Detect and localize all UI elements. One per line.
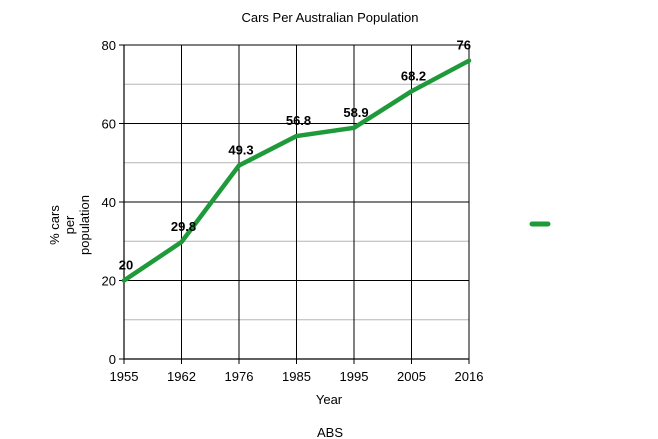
axes <box>123 45 469 360</box>
y-axis-label-line: population <box>77 195 92 255</box>
data-point <box>467 58 471 63</box>
x-tick-label: 2016 <box>455 369 484 384</box>
y-tick-label: 60 <box>102 117 116 132</box>
x-tick-label: 2005 <box>397 369 426 384</box>
y-tick-label: 80 <box>102 38 116 53</box>
data-label: 49.3 <box>228 142 253 157</box>
data-point <box>352 125 356 130</box>
data-label: 76 <box>457 38 471 53</box>
y-axis-label: % cars per population <box>47 195 92 255</box>
data-label: 56.8 <box>286 113 311 128</box>
x-tick-label: 1976 <box>225 369 254 384</box>
y-tick-label: 40 <box>102 195 116 210</box>
x-tick-label: 1955 <box>110 369 139 384</box>
y-axis-label-line: per <box>62 215 77 234</box>
data-point <box>294 134 299 139</box>
data-label: 29.8 <box>171 219 196 234</box>
x-axis-ticks: 1955 1962 1976 1985 1995 2005 2016 <box>110 369 484 384</box>
data-label: 58.9 <box>343 105 368 120</box>
series-group <box>121 58 472 283</box>
source-label: ABS <box>317 425 343 439</box>
data-point <box>179 240 184 245</box>
x-tick-label: 1985 <box>282 369 311 384</box>
data-point <box>237 163 241 168</box>
data-label: 20 <box>119 258 133 273</box>
y-axis-ticks: 0 20 40 60 80 <box>102 38 116 367</box>
gridlines <box>119 44 470 364</box>
y-axis-label-line: % cars <box>47 205 62 245</box>
x-axis-label: Year <box>316 392 343 407</box>
y-tick-label: 20 <box>102 274 116 289</box>
data-point <box>409 89 414 94</box>
data-label: 68.2 <box>401 68 426 83</box>
data-point <box>122 278 126 283</box>
data-labels: 20 29.8 49.3 56.8 58.9 68.2 76 <box>119 38 471 273</box>
chart-title: Cars Per Australian Population <box>241 10 418 25</box>
y-tick-label: 0 <box>109 352 116 367</box>
x-tick-label: 1962 <box>167 369 196 384</box>
x-tick-label: 1995 <box>340 369 369 384</box>
